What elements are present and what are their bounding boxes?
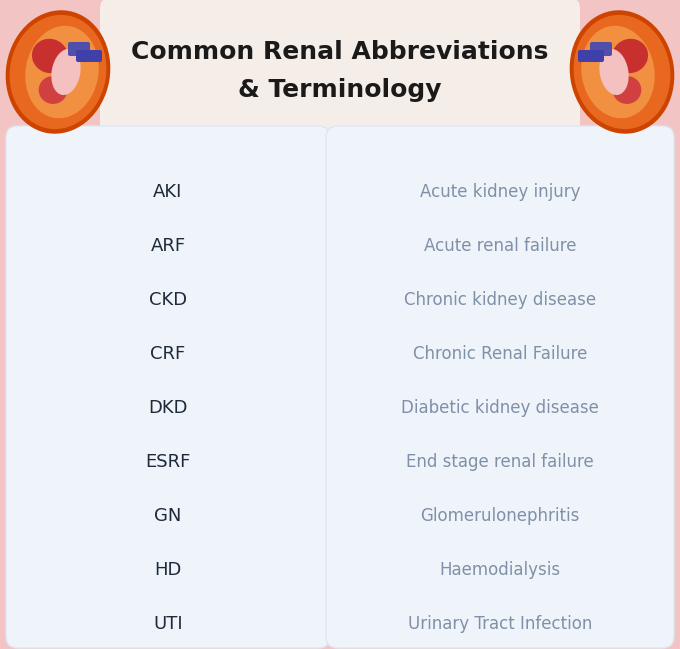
Text: Diabetic kidney disease: Diabetic kidney disease xyxy=(401,399,599,417)
Text: Acute kidney injury: Acute kidney injury xyxy=(420,183,580,201)
Ellipse shape xyxy=(10,15,106,129)
Ellipse shape xyxy=(52,49,81,95)
FancyBboxPatch shape xyxy=(76,50,102,62)
FancyBboxPatch shape xyxy=(100,0,580,136)
Text: GN: GN xyxy=(154,507,182,525)
FancyBboxPatch shape xyxy=(590,42,612,56)
Ellipse shape xyxy=(5,10,110,134)
Ellipse shape xyxy=(599,49,628,95)
Text: DKD: DKD xyxy=(148,399,188,417)
Ellipse shape xyxy=(613,76,641,104)
Text: ARF: ARF xyxy=(150,237,186,255)
Text: & Terminology: & Terminology xyxy=(238,78,442,102)
Ellipse shape xyxy=(39,76,67,104)
FancyBboxPatch shape xyxy=(68,42,90,56)
Ellipse shape xyxy=(25,26,99,118)
Ellipse shape xyxy=(32,39,68,73)
Text: Haemodialysis: Haemodialysis xyxy=(439,561,560,579)
Text: Urinary Tract Infection: Urinary Tract Infection xyxy=(408,615,592,633)
Text: ESRF: ESRF xyxy=(146,453,190,471)
Ellipse shape xyxy=(574,15,670,129)
Text: Chronic Renal Failure: Chronic Renal Failure xyxy=(413,345,588,363)
Text: CKD: CKD xyxy=(149,291,187,309)
FancyBboxPatch shape xyxy=(6,126,330,648)
Text: Common Renal Abbreviations: Common Renal Abbreviations xyxy=(131,40,549,64)
Text: AKI: AKI xyxy=(153,183,183,201)
FancyBboxPatch shape xyxy=(326,126,674,648)
Ellipse shape xyxy=(612,39,648,73)
Ellipse shape xyxy=(570,10,675,134)
Ellipse shape xyxy=(581,26,655,118)
Text: Glomerulonephritis: Glomerulonephritis xyxy=(420,507,579,525)
Text: Chronic kidney disease: Chronic kidney disease xyxy=(404,291,596,309)
Text: UTI: UTI xyxy=(153,615,183,633)
FancyBboxPatch shape xyxy=(578,50,604,62)
Text: CRF: CRF xyxy=(150,345,186,363)
Text: HD: HD xyxy=(154,561,182,579)
Text: End stage renal failure: End stage renal failure xyxy=(406,453,594,471)
Text: Acute renal failure: Acute renal failure xyxy=(424,237,576,255)
